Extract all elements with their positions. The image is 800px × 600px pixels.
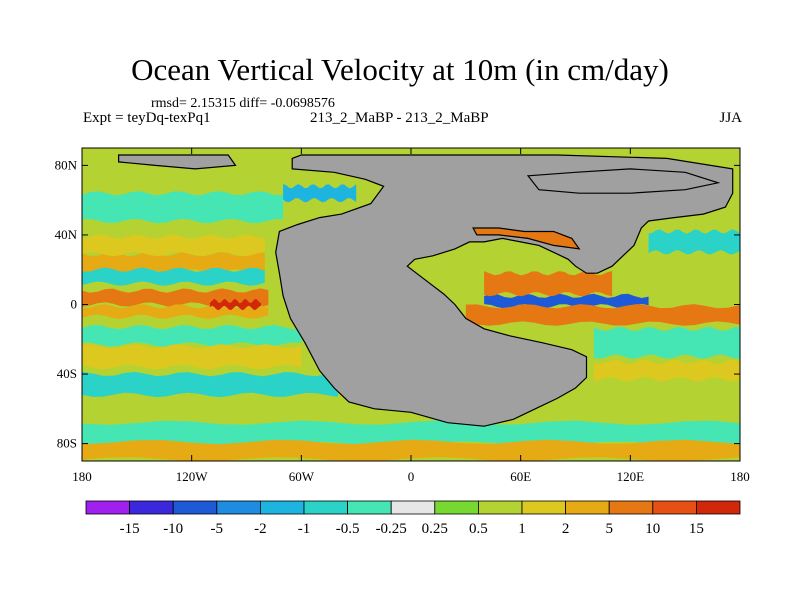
- anomaly-band: [82, 324, 302, 347]
- x-tick-label: 60W: [289, 469, 315, 484]
- x-tick-label: 60E: [510, 469, 531, 484]
- colorbar-swatch: [129, 500, 174, 515]
- field-layer: [82, 148, 740, 461]
- colorbar-swatch: [216, 500, 261, 515]
- case-label: 213_2_MaBP - 213_2_MaBP: [310, 110, 489, 126]
- chart-title: Ocean Vertical Velocity at 10m (in cm/da…: [131, 52, 669, 87]
- land-arctic-island: [117, 154, 237, 170]
- colorbar-label: 10: [645, 521, 660, 537]
- anomaly-band: [82, 234, 265, 257]
- anomaly-band: [82, 166, 302, 192]
- stats-line: rmsd= 2.15315 diff= -0.0698576: [151, 96, 335, 111]
- anomaly-band: [209, 298, 262, 311]
- x-tick-label: 120W: [176, 469, 209, 484]
- x-tick-label: 180: [72, 469, 92, 484]
- anomaly-band: [465, 304, 740, 326]
- anomaly-band: [82, 420, 740, 446]
- colorbar-label: 1: [518, 521, 526, 537]
- colorbar-swatch: [521, 500, 566, 515]
- colorbar-label: -2: [254, 521, 267, 537]
- anomaly-band: [283, 184, 357, 203]
- colorbar-label: -0.25: [376, 521, 407, 537]
- colorbar-swatch: [347, 500, 392, 515]
- colorbar-label: 0.5: [469, 521, 488, 537]
- anomaly-band: [82, 304, 269, 319]
- colorbar-swatch: [259, 500, 305, 515]
- colorbar-swatch: [172, 500, 218, 515]
- colorbar-label: 0.25: [422, 521, 448, 537]
- colorbar-swatch: [608, 500, 654, 515]
- colorbar-swatch: [652, 500, 697, 515]
- anomaly-band: [484, 293, 649, 309]
- y-tick-label: 40N: [55, 227, 78, 242]
- colorbar-label: -1: [298, 521, 311, 537]
- x-tick-label: 120E: [617, 469, 645, 484]
- x-tick-label: 180: [730, 469, 750, 484]
- season-label: JJA: [719, 110, 742, 126]
- colorbar-swatch: [85, 500, 130, 515]
- x-tick-label: 0: [408, 469, 415, 484]
- anomaly-band: [82, 371, 338, 398]
- y-tick-label: 80N: [55, 157, 78, 172]
- anomaly-band: [82, 344, 302, 370]
- anomaly-band: [82, 267, 265, 286]
- colorbar-label: 15: [689, 521, 704, 537]
- anomaly-band: [648, 229, 740, 255]
- y-tick-label: 80S: [57, 436, 77, 451]
- anomaly-band: [82, 439, 740, 461]
- colorbar-label: -10: [163, 521, 183, 537]
- colorbar-swatch: [303, 500, 348, 515]
- colorbar-swatch: [434, 500, 479, 515]
- colorbar-label: 2: [562, 521, 570, 537]
- colorbar-swatch: [696, 500, 741, 515]
- colorbar-label: -0.5: [336, 521, 360, 537]
- colorbar-swatch: [390, 500, 436, 515]
- land-supercontinent-west: [275, 154, 734, 427]
- land-high-plateau: [526, 168, 721, 194]
- y-tick-label: 0: [71, 297, 78, 312]
- anomaly-band: [82, 191, 284, 224]
- colorbar-label: 5: [605, 521, 613, 537]
- colorbar-swatch: [565, 500, 610, 515]
- land-inland-sea: [472, 227, 581, 250]
- anomaly-band: [593, 359, 740, 382]
- anomaly-band: [593, 326, 740, 359]
- colorbar-swatch: [477, 500, 523, 515]
- colorbar-label: -15: [120, 521, 140, 537]
- y-tick-label: 40S: [57, 366, 77, 381]
- anomaly-band: [484, 271, 613, 297]
- colorbar-label: -5: [211, 521, 224, 537]
- experiment-label: Expt = teyDq-texPq1: [83, 110, 211, 126]
